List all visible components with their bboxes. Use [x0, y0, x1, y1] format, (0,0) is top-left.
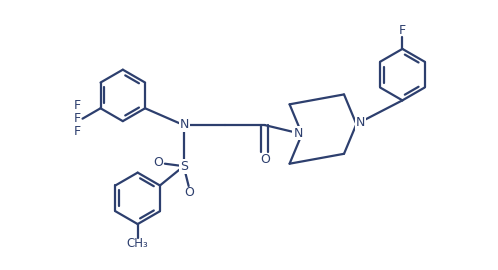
Text: O: O	[260, 153, 270, 166]
Text: S: S	[180, 160, 188, 173]
Text: CH₃: CH₃	[127, 237, 148, 250]
Text: F: F	[74, 125, 81, 138]
Text: N: N	[356, 116, 365, 129]
Text: O: O	[153, 156, 163, 169]
Text: O: O	[185, 186, 195, 200]
Text: N: N	[293, 127, 303, 140]
Text: F: F	[74, 99, 81, 112]
Text: F: F	[399, 23, 406, 37]
Text: F: F	[74, 112, 81, 125]
Text: N: N	[180, 118, 189, 131]
